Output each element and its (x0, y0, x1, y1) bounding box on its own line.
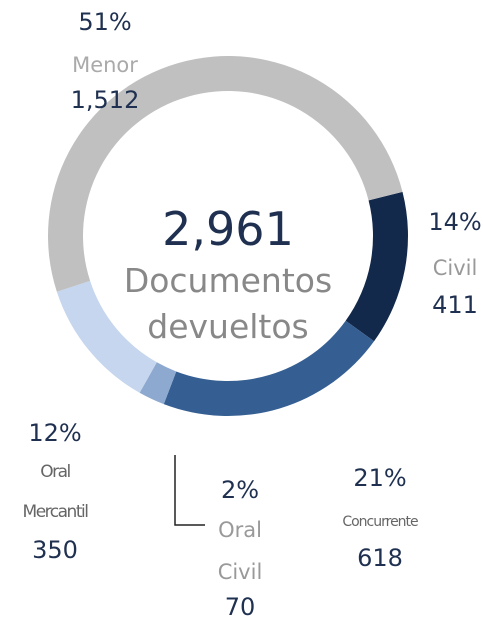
donut-segment (345, 191, 408, 342)
value-label: 618 (357, 544, 403, 572)
value-label: 70 (224, 593, 256, 621)
percent-label: 51% (78, 8, 132, 36)
percent-label: 14% (428, 208, 482, 236)
center-label: Documentos (124, 261, 332, 300)
center-label: devueltos (147, 307, 309, 346)
donut-segment (56, 280, 157, 393)
category-label: Civil (432, 256, 478, 280)
percent-label: 21% (353, 464, 407, 492)
value-label: 411 (432, 291, 478, 319)
category-label: Concurrente (342, 514, 418, 530)
value-label: 350 (32, 536, 78, 564)
value-label: 1,512 (70, 86, 140, 114)
center-value: 2,961 (162, 202, 294, 256)
donut-segment (139, 362, 177, 405)
category-label: Oral Mercantil (22, 462, 89, 522)
donut-segment (48, 56, 403, 292)
leader-line (174, 455, 205, 526)
category-label: Menor (72, 53, 138, 77)
percent-label: 2% (220, 476, 260, 504)
percent-label: 12% (28, 419, 82, 447)
category-label: Oral Civil (217, 518, 263, 584)
donut-segment (163, 320, 375, 416)
